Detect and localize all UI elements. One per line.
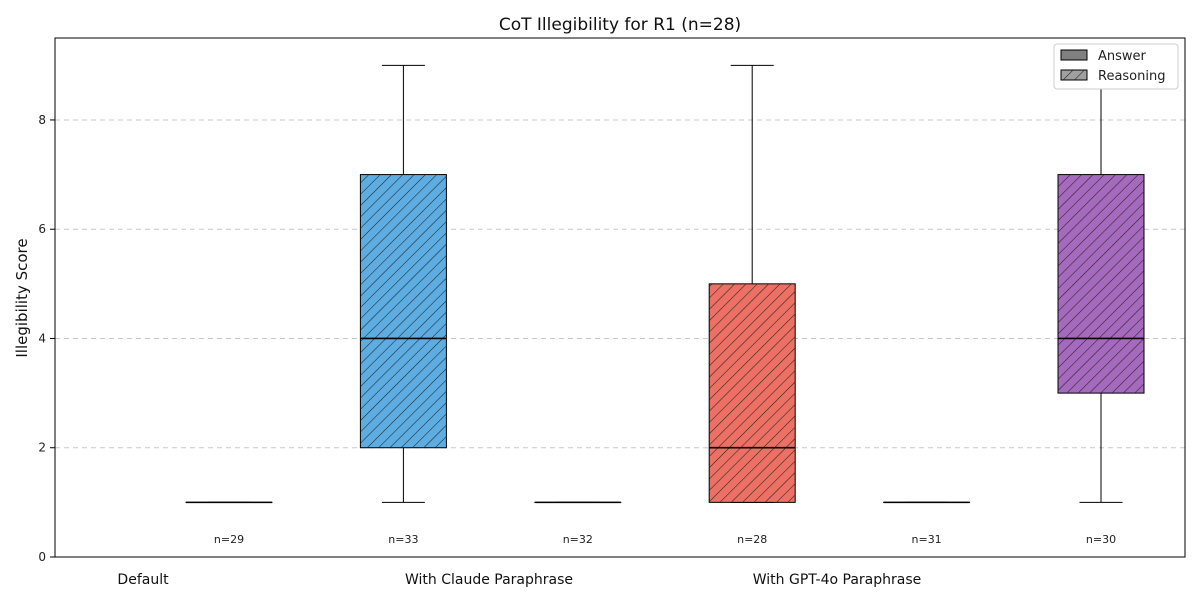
- legend-swatch-answer: [1060, 49, 1088, 61]
- legend-label-reasoning: Reasoning: [1098, 69, 1165, 84]
- y-tick-label: 4: [38, 331, 46, 345]
- legend-label-answer: Answer: [1098, 49, 1147, 64]
- chart-title: CoT Illegibility for R1 (n=28): [499, 15, 741, 35]
- box-hatch: [709, 283, 796, 503]
- legend-swatch-hatch: [1061, 70, 1087, 80]
- box-hatch: [1058, 174, 1144, 394]
- box-reasoning-6: n=30: [1057, 64, 1145, 546]
- n-count-label: n=31: [912, 533, 942, 546]
- box-hatch: [360, 174, 447, 448]
- y-tick-label: 6: [38, 222, 46, 236]
- y-tick-label: 8: [38, 113, 46, 127]
- category-label: With GPT-4o Paraphrase: [753, 572, 922, 588]
- n-count-label: n=32: [563, 533, 593, 546]
- y-axis-label: Illegibility Score: [13, 238, 31, 357]
- n-count-label: n=28: [737, 533, 767, 546]
- box-answer-5: n=31: [883, 501, 971, 546]
- box-answer-3: n=32: [534, 501, 622, 546]
- n-count-label: n=30: [1086, 533, 1116, 546]
- category-label: With Claude Paraphrase: [405, 572, 573, 588]
- boxes: n=29 n=33 n=32 n=28 n=31 n=30: [185, 64, 1145, 546]
- gridlines: [55, 119, 1185, 449]
- box-answer-1: n=29: [185, 501, 273, 546]
- category-labels: Default With Claude Paraphrase With GPT-4o…: [117, 572, 921, 588]
- legend: Answer Reasoning: [1053, 43, 1179, 90]
- n-count-label: n=29: [214, 533, 244, 546]
- plot-frame: [54, 37, 1186, 558]
- axes: 0 2 4 6 8: [38, 113, 55, 564]
- box-reasoning-2: n=33: [359, 64, 447, 546]
- y-tick-label: 0: [38, 550, 46, 564]
- n-count-label: n=33: [388, 533, 418, 546]
- y-tick-label: 2: [38, 441, 46, 455]
- category-label: Default: [117, 572, 169, 588]
- box-reasoning-4: n=28: [708, 64, 796, 546]
